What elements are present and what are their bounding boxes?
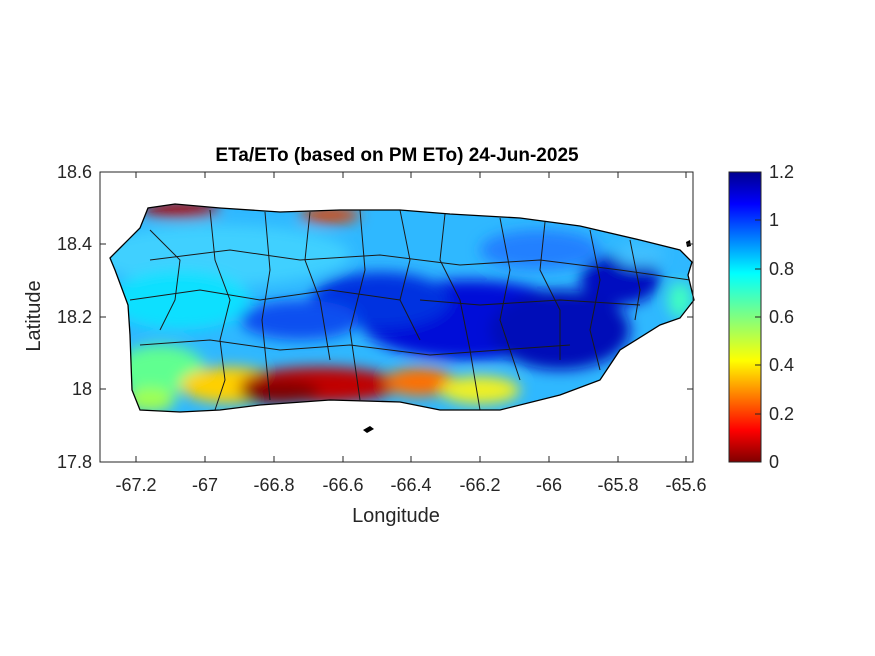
y-axis-label: Latitude [23,280,45,351]
colorbar-tick-label: 0.2 [769,404,794,424]
y-tick-label: 18 [72,379,92,399]
axis-ticks [100,171,693,463]
x-tick-label: -65.6 [665,475,706,495]
y-tick-label: 18.6 [57,162,92,182]
small-island [363,426,374,433]
x-tick-label: -66.8 [253,475,294,495]
x-tick-label: -66.2 [459,475,500,495]
chart-title: ETa/ETo (based on PM ETo) 24-Jun-2025 [215,145,579,166]
x-tick-label: -66.4 [390,475,431,495]
colorbar-tick-label: 0.8 [769,259,794,279]
colorbar-tick-label: 0.4 [769,355,794,375]
x-tick-label: -67.2 [115,475,156,495]
x-axis-label: Longitude [352,505,440,527]
island-outline [109,203,695,413]
map-raster [110,204,694,412]
y-tick-label: 18.2 [57,307,92,327]
colorbar-tick-label: 0 [769,452,779,472]
colorbar-ticks [755,171,761,463]
x-tick-label: -67 [192,475,218,495]
colorbar-tick-label: 1 [769,210,779,230]
x-tick-label: -66 [536,475,562,495]
y-tick-label: 18.4 [57,234,92,254]
x-tick-label: -65.8 [597,475,638,495]
colorbar-tick-label: 0.6 [769,307,794,327]
colorbar-tick-label: 1.2 [769,162,794,182]
x-tick-label: -66.6 [322,475,363,495]
y-tick-label: 17.8 [57,452,92,472]
